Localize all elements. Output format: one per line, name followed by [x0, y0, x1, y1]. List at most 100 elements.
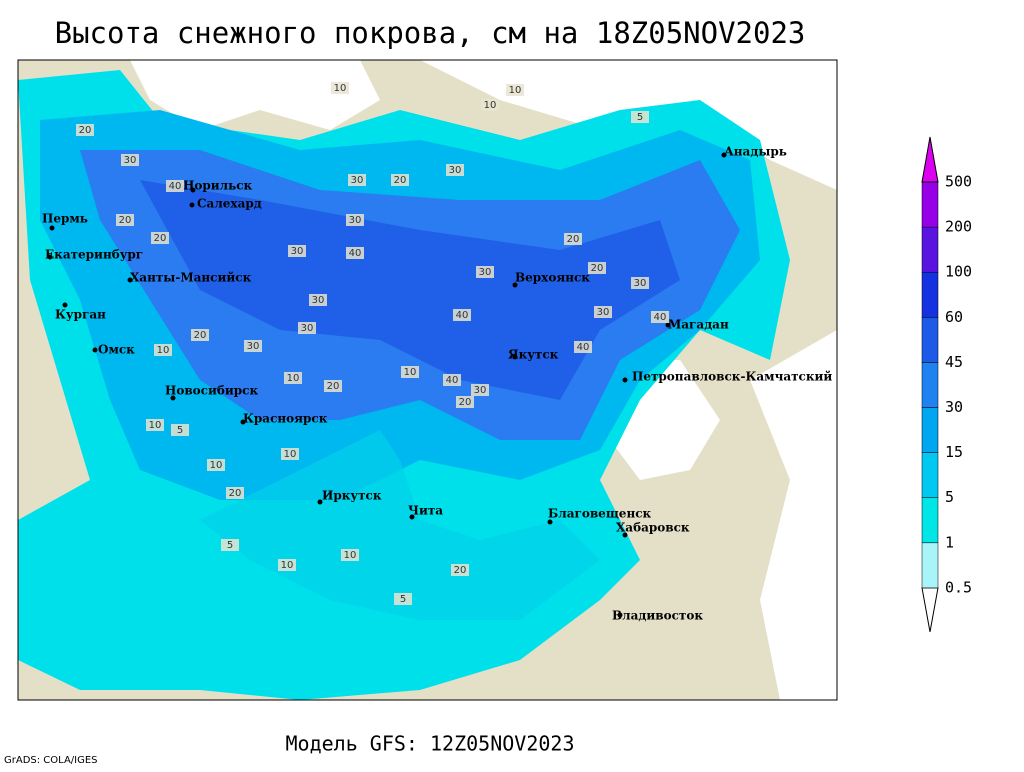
contour-label-bg [288, 245, 306, 257]
contour-label: 40 [654, 312, 667, 323]
contour-label: 20 [119, 215, 132, 226]
colorbar-label: 0.5 [945, 578, 972, 596]
map [18, 60, 837, 700]
colorbar-segment [921, 181, 939, 228]
city-label: Новосибирск [165, 384, 258, 398]
city-dot [49, 225, 55, 231]
contour-label: 30 [349, 215, 362, 226]
city-dot [92, 347, 98, 353]
contour-label: 30 [479, 267, 492, 278]
contour-label: 10 [287, 373, 300, 384]
contour-label: 10 [284, 449, 297, 460]
contour-label: 10 [210, 460, 223, 471]
snow-4 [140, 180, 680, 400]
frame [17, 59, 838, 701]
contour-label-bg [346, 247, 364, 259]
contour-label: 30 [301, 323, 314, 334]
city-dot [622, 532, 628, 538]
contour-label-bg [481, 99, 499, 111]
city-dot [512, 354, 518, 360]
contour-label-bg [171, 424, 189, 436]
colorbar-label: 200 [945, 218, 972, 236]
contour-label: 30 [291, 246, 304, 257]
city-label: Благовещенск [548, 507, 652, 521]
city-dot [190, 187, 196, 193]
contour-label-bg [324, 380, 342, 392]
snow-5 [200, 430, 600, 620]
city-label: Омск [98, 343, 135, 357]
contour-label: 30 [312, 295, 325, 306]
contour-label: 20 [327, 381, 340, 392]
colorbar-segment [921, 226, 939, 273]
contour-label: 30 [247, 341, 260, 352]
city-label: Якутск [508, 348, 559, 362]
city-dot [240, 419, 246, 425]
contour-label-bg [221, 539, 239, 551]
contour-label-bg [298, 322, 316, 334]
colorbar-label: 100 [945, 263, 972, 281]
contour-label-bg [631, 277, 649, 289]
contour-label-bg [191, 329, 209, 341]
colorbar-segment [921, 407, 939, 453]
contour-label-bg [456, 396, 474, 408]
colorbar-label: 15 [945, 443, 963, 461]
contour-label: 40 [577, 342, 590, 353]
contour-label-bg [348, 174, 366, 186]
city-label: Петропавловск-Камчатский [632, 370, 832, 384]
contour-label: 30 [474, 385, 487, 396]
city-dot [170, 395, 176, 401]
contour-label: 30 [124, 155, 137, 166]
contour-label-bg [346, 214, 364, 226]
contour-label-bg [651, 311, 669, 323]
city-label: Верхоянск [515, 271, 590, 285]
contour-label: 30 [351, 175, 364, 186]
city-label: Красноярск [243, 412, 328, 426]
contour-label: 20 [154, 233, 167, 244]
contour-label: 20 [229, 488, 242, 499]
contour-label-bg [284, 372, 302, 384]
contour-label: 5 [637, 112, 643, 123]
contour-label-bg [471, 384, 489, 396]
contour-label-bg [331, 82, 349, 94]
colorbar-label: 5 [945, 488, 954, 506]
contour-label: 10 [484, 100, 497, 111]
contour-label: 20 [79, 125, 92, 136]
contour-label-bg [226, 487, 244, 499]
contour-label: 10 [344, 550, 357, 561]
contour-label: 20 [454, 565, 467, 576]
city-label: Пермь [42, 212, 88, 226]
contour-label-bg [76, 124, 94, 136]
colorbar-segment [921, 317, 939, 363]
colorbar-top [921, 136, 939, 183]
contour-label: 30 [449, 165, 462, 176]
contour-label-bg [588, 262, 606, 274]
colorbar-segment [921, 452, 939, 498]
city-dot [665, 322, 671, 328]
city-dot [617, 612, 623, 618]
city-label: Иркутск [322, 489, 382, 503]
contour-label: 5 [227, 540, 233, 551]
contour-label-bg [453, 309, 471, 321]
contour-label-bg [309, 294, 327, 306]
contour-label-bg [121, 154, 139, 166]
contour-label: 30 [634, 278, 647, 289]
city-dot [189, 202, 195, 208]
contour-label-bg [244, 340, 262, 352]
contour-label: 5 [177, 425, 183, 436]
city-dot [317, 499, 323, 505]
contour-label-bg [151, 232, 169, 244]
city-dot [721, 152, 727, 158]
title: Высота снежного покрова, см на 18Z05NOV2… [55, 16, 806, 50]
city-dot [127, 277, 133, 283]
colorbar-label: 30 [945, 398, 963, 416]
contour-label: 5 [400, 594, 406, 605]
contour-label: 30 [597, 307, 610, 318]
contour-label-bg [116, 214, 134, 226]
colorbar-bottom [921, 587, 939, 632]
colorbar-segment [921, 497, 939, 544]
city-label: Ханты-Мансийск [130, 271, 252, 285]
contour-label-bg [564, 233, 582, 245]
city-label: Анадырь [724, 145, 787, 159]
city-label: Курган [55, 308, 106, 322]
